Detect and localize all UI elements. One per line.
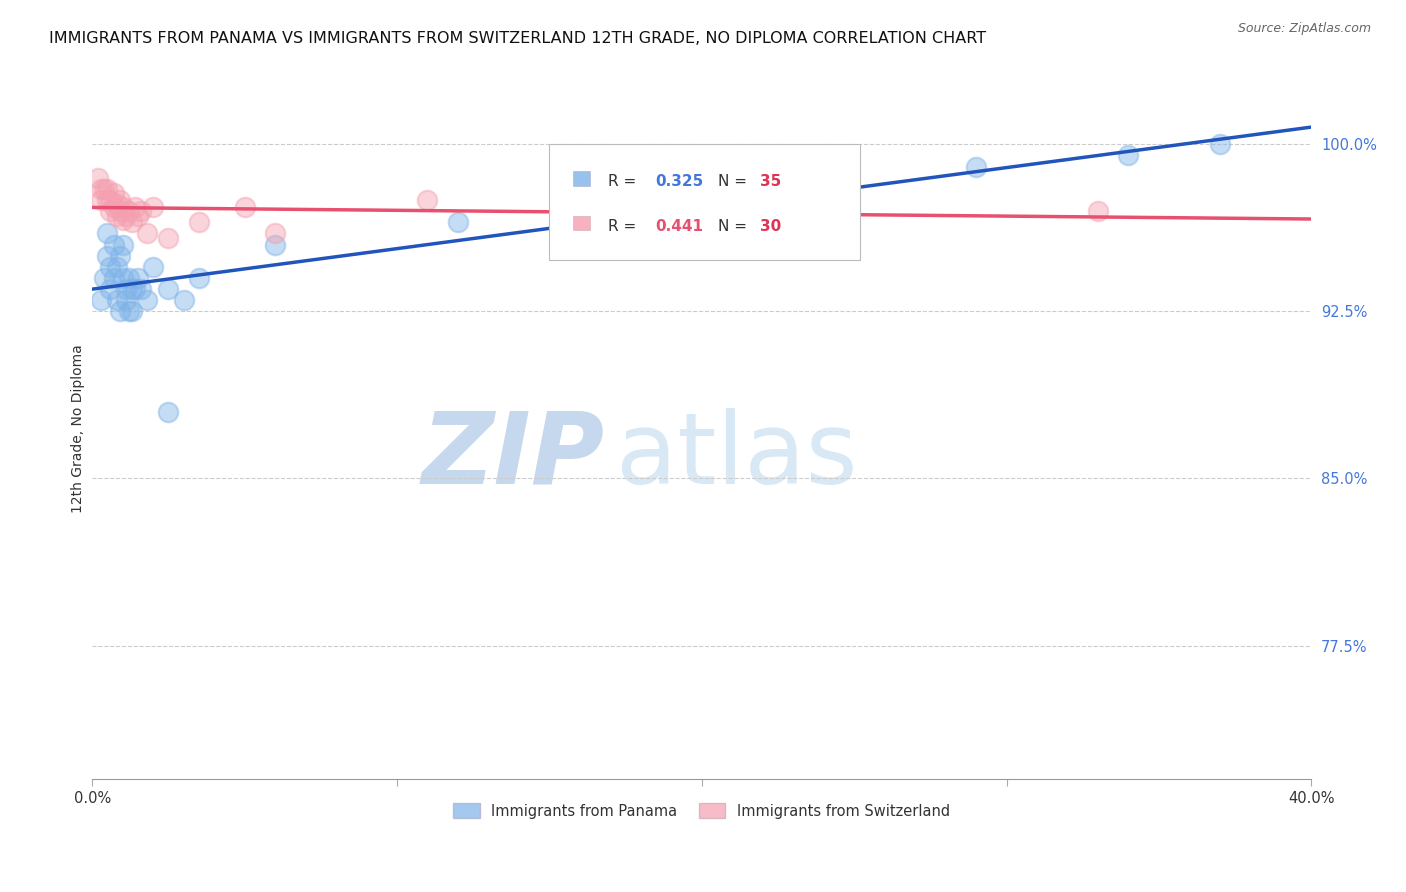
- FancyBboxPatch shape: [550, 145, 860, 260]
- Point: [93, 182, 115, 196]
- Point: [114, 282, 136, 296]
- Point: [1209, 137, 1232, 152]
- Point: [121, 304, 143, 318]
- Point: [90, 193, 112, 207]
- Point: [173, 293, 195, 308]
- Point: [142, 260, 165, 274]
- Point: [90, 182, 112, 196]
- Point: [105, 260, 128, 274]
- Point: [103, 200, 125, 214]
- Point: [127, 271, 149, 285]
- Point: [264, 237, 287, 252]
- Point: [264, 227, 287, 241]
- Text: ZIP: ZIP: [422, 408, 605, 505]
- Point: [157, 231, 180, 245]
- Point: [114, 293, 136, 308]
- Text: Source: ZipAtlas.com: Source: ZipAtlas.com: [1237, 22, 1371, 36]
- Point: [105, 197, 128, 211]
- Text: N =: N =: [717, 219, 751, 234]
- Point: [129, 204, 152, 219]
- Point: [111, 237, 134, 252]
- Point: [111, 200, 134, 214]
- Point: [96, 227, 118, 241]
- Text: IMMIGRANTS FROM PANAMA VS IMMIGRANTS FROM SWITZERLAND 12TH GRADE, NO DIPLOMA COR: IMMIGRANTS FROM PANAMA VS IMMIGRANTS FRO…: [49, 31, 987, 46]
- Y-axis label: 12th Grade, No Diploma: 12th Grade, No Diploma: [72, 344, 86, 513]
- Point: [124, 282, 146, 296]
- Point: [96, 193, 118, 207]
- Point: [100, 193, 122, 207]
- Point: [111, 271, 134, 285]
- Point: [108, 204, 131, 219]
- Point: [157, 404, 180, 418]
- FancyBboxPatch shape: [572, 171, 591, 186]
- Point: [121, 282, 143, 296]
- FancyBboxPatch shape: [572, 217, 591, 230]
- Text: 0.325: 0.325: [655, 174, 703, 188]
- Point: [142, 200, 165, 214]
- Point: [124, 200, 146, 214]
- Point: [187, 271, 209, 285]
- Point: [118, 271, 141, 285]
- Point: [111, 213, 134, 227]
- Point: [136, 227, 159, 241]
- Point: [136, 293, 159, 308]
- Text: 30: 30: [761, 219, 782, 234]
- Point: [96, 249, 118, 263]
- Point: [1118, 148, 1140, 162]
- Text: N =: N =: [717, 174, 751, 188]
- Point: [118, 204, 141, 219]
- Text: R =: R =: [607, 174, 641, 188]
- Legend: Immigrants from Panama, Immigrants from Switzerland: Immigrants from Panama, Immigrants from …: [447, 797, 956, 824]
- Point: [447, 215, 470, 229]
- Point: [93, 271, 115, 285]
- Point: [108, 304, 131, 318]
- Point: [100, 282, 122, 296]
- Text: R =: R =: [607, 219, 641, 234]
- Point: [129, 282, 152, 296]
- Point: [105, 293, 128, 308]
- Text: atlas: atlas: [616, 408, 858, 505]
- Point: [114, 209, 136, 223]
- Point: [127, 209, 149, 223]
- Point: [965, 160, 987, 174]
- Point: [103, 186, 125, 201]
- Point: [121, 215, 143, 229]
- Point: [108, 193, 131, 207]
- Point: [1087, 204, 1109, 219]
- Point: [187, 215, 209, 229]
- Point: [100, 260, 122, 274]
- Point: [118, 304, 141, 318]
- Point: [100, 204, 122, 219]
- Point: [103, 271, 125, 285]
- Point: [233, 200, 256, 214]
- Point: [659, 193, 682, 207]
- Point: [416, 193, 439, 207]
- Point: [157, 282, 180, 296]
- Point: [90, 293, 112, 308]
- Point: [103, 237, 125, 252]
- Point: [96, 182, 118, 196]
- Point: [108, 249, 131, 263]
- Text: 0.441: 0.441: [655, 219, 703, 234]
- Text: 35: 35: [761, 174, 782, 188]
- Point: [105, 209, 128, 223]
- Point: [87, 170, 110, 185]
